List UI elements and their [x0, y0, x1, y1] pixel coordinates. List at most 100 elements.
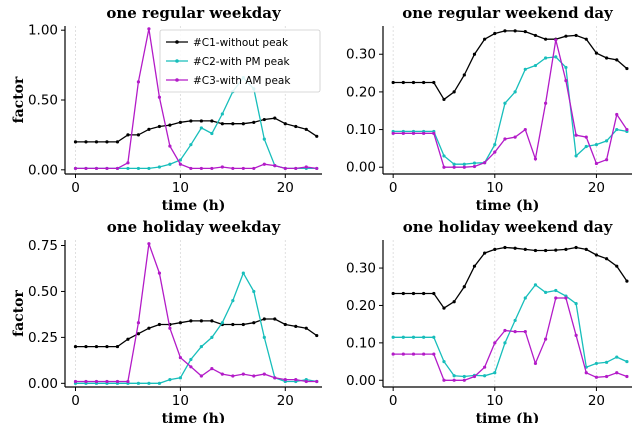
data-point	[273, 376, 277, 380]
data-point	[584, 37, 588, 41]
x-tick-label: 20	[588, 393, 605, 409]
data-point	[554, 55, 558, 59]
data-point	[252, 289, 256, 294]
x-tick-label: 0	[71, 180, 80, 196]
y-tick-label: 0.25	[28, 330, 58, 346]
data-point	[432, 131, 436, 135]
data-point	[625, 127, 629, 132]
data-point	[210, 119, 214, 123]
data-point	[401, 291, 405, 296]
data-point	[94, 140, 99, 144]
data-point	[523, 127, 527, 132]
data-point	[584, 135, 588, 139]
legend-marker	[175, 59, 179, 63]
series-2	[391, 55, 629, 166]
y-tick-label: 0.20	[346, 84, 376, 100]
data-point	[594, 361, 599, 366]
data-point	[262, 162, 266, 166]
data-point	[422, 352, 426, 356]
data-point	[304, 127, 308, 131]
data-point	[462, 285, 466, 289]
data-point	[574, 301, 578, 306]
data-point	[574, 154, 578, 158]
data-point	[411, 131, 416, 135]
data-point	[411, 80, 416, 85]
data-point	[315, 166, 319, 171]
x-tick-label: 20	[277, 180, 294, 196]
data-point	[533, 248, 538, 253]
data-point	[147, 127, 151, 131]
data-point	[493, 371, 497, 375]
y-axis-label: factor	[11, 289, 27, 336]
data-point	[315, 134, 319, 138]
data-point	[262, 335, 266, 339]
y-tick-label: 0.00	[28, 376, 58, 392]
data-point	[554, 248, 558, 252]
series-1	[391, 29, 629, 102]
data-point	[294, 324, 298, 328]
data-point	[178, 120, 182, 124]
data-point	[304, 326, 308, 330]
data-point	[442, 97, 446, 102]
data-point	[533, 33, 538, 38]
data-point	[594, 161, 599, 166]
data-point	[315, 333, 319, 338]
data-point	[604, 56, 609, 60]
data-point	[493, 143, 497, 147]
series-3	[391, 38, 629, 169]
data-point	[442, 306, 446, 310]
data-point	[189, 365, 193, 369]
data-point	[147, 326, 151, 330]
data-point	[564, 65, 568, 70]
data-point	[452, 165, 456, 169]
x-tick-label: 10	[486, 180, 503, 196]
data-point	[199, 374, 203, 378]
series-line	[393, 246, 628, 309]
data-point	[147, 242, 151, 246]
data-point	[483, 251, 487, 255]
data-point	[126, 379, 130, 384]
data-point	[73, 140, 78, 144]
x-axis-label: time (h)	[476, 198, 540, 214]
data-point	[168, 144, 172, 148]
data-point	[615, 112, 619, 117]
data-point	[411, 352, 416, 356]
legend-box	[159, 29, 321, 93]
y-tick-label: 0.30	[346, 47, 376, 63]
panel-3: one holiday weekday 0 10 20 0.00 0.25 0.50 0.75…	[11, 218, 322, 423]
data-point	[220, 122, 224, 126]
data-point	[432, 80, 436, 85]
data-point	[126, 161, 130, 165]
data-point	[262, 372, 266, 376]
data-point	[564, 79, 568, 83]
data-point	[157, 124, 162, 129]
data-point	[304, 165, 308, 169]
legend-entry: #C1-without peak	[193, 37, 289, 49]
data-point	[493, 31, 497, 36]
y-tick-label: 0.10	[346, 335, 376, 351]
data-point	[136, 133, 141, 137]
data-point	[199, 344, 203, 349]
data-point	[483, 161, 487, 165]
data-point	[615, 355, 619, 359]
data-point	[604, 374, 609, 379]
data-point	[554, 296, 558, 300]
series-1	[391, 245, 629, 310]
data-point	[126, 337, 130, 341]
x-tick-label: 0	[389, 180, 398, 196]
data-point	[574, 245, 578, 250]
data-point	[503, 101, 507, 105]
data-point	[220, 165, 224, 169]
data-point	[422, 131, 426, 135]
data-point	[483, 365, 487, 369]
data-point	[533, 157, 538, 161]
panel-1: one regular weekday 0 10 20 0.00 0.50 1.00 time…	[11, 4, 322, 214]
x-axis-label: time (h)	[476, 411, 540, 423]
data-point	[262, 317, 266, 321]
data-point	[544, 290, 548, 294]
data-point	[94, 166, 99, 171]
data-point	[94, 379, 99, 384]
data-point	[273, 317, 277, 321]
data-point	[594, 253, 599, 257]
data-point	[432, 291, 436, 296]
